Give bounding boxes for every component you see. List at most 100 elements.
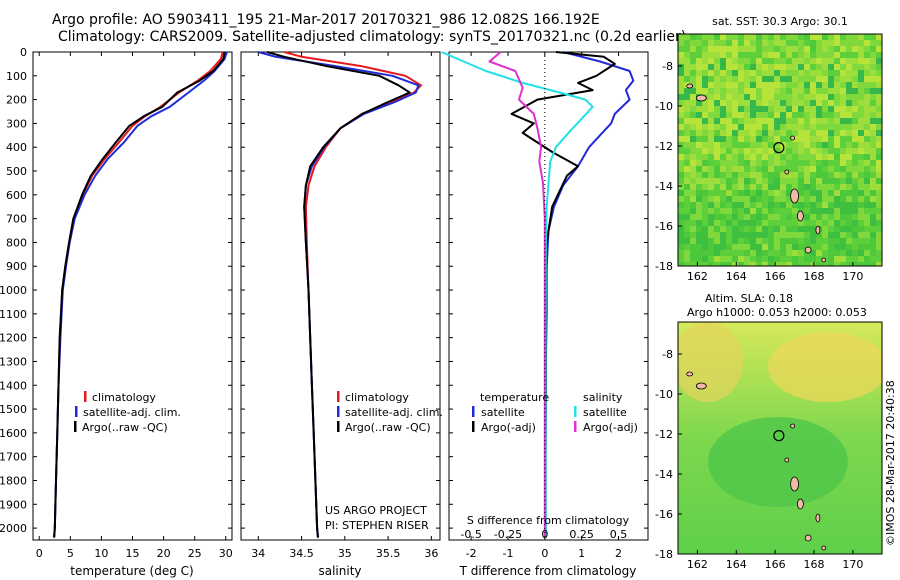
sst-cell <box>864 40 870 46</box>
sst-cell <box>816 52 822 58</box>
sst-cell <box>768 142 774 148</box>
sst-cell <box>678 196 684 202</box>
sst-cell <box>744 148 750 154</box>
sst-cell <box>708 160 714 166</box>
sst-cell <box>684 166 690 172</box>
legend-temperature-title: temperature <box>480 391 549 404</box>
sst-cell <box>690 118 696 124</box>
sst-cell <box>870 76 876 82</box>
sst-cell <box>840 250 846 256</box>
sst-cell <box>834 160 840 166</box>
sst-cell <box>786 88 792 94</box>
sst-cell <box>678 124 684 130</box>
sst-cell <box>750 238 756 244</box>
sst-cell <box>780 112 786 118</box>
sst-cell <box>738 184 744 190</box>
sst-cell <box>828 154 834 160</box>
s-diff-tick-label: -0.5 <box>460 528 481 541</box>
sst-cell <box>750 256 756 262</box>
sst-cell <box>702 148 708 154</box>
sst-cell <box>870 94 876 100</box>
sst-cell <box>768 244 774 250</box>
sla-map-title: Altim. SLA: 0.18 <box>705 292 793 305</box>
sst-cell <box>720 118 726 124</box>
sst-cell <box>786 226 792 232</box>
sst-cell <box>684 256 690 262</box>
sst-cell <box>840 166 846 172</box>
sst-cell <box>792 76 798 82</box>
sst-cell <box>822 154 828 160</box>
sst-cell <box>846 250 852 256</box>
sst-cell <box>876 94 882 100</box>
sst-cell <box>738 244 744 250</box>
sst-cell <box>684 202 690 208</box>
sst-cell <box>816 256 822 262</box>
sst-cell <box>762 112 768 118</box>
sst-cell <box>744 154 750 160</box>
sst-cell <box>852 82 858 88</box>
sst-cell <box>810 46 816 52</box>
sst-cell <box>750 214 756 220</box>
difference-legend: temperature satellite Argo(-adj) salinit… <box>472 391 638 434</box>
sst-cell <box>726 46 732 52</box>
sst-cell <box>822 226 828 232</box>
sst-cell <box>702 214 708 220</box>
sst-cell <box>792 154 798 160</box>
sst-cell <box>684 244 690 250</box>
sst-cell <box>786 244 792 250</box>
sst-cell <box>768 160 774 166</box>
sst-cell <box>846 124 852 130</box>
sst-cell <box>774 196 780 202</box>
sst-cell <box>720 226 726 232</box>
sst-cell <box>762 106 768 112</box>
sst-cell <box>768 40 774 46</box>
sst-cell <box>792 202 798 208</box>
sst-cell <box>678 46 684 52</box>
sst-cell <box>858 154 864 160</box>
sst-cell <box>696 208 702 214</box>
sst-cell <box>708 214 714 220</box>
sst-cell <box>876 262 882 266</box>
sst-cell <box>708 82 714 88</box>
sst-cell <box>684 172 690 178</box>
sst-cell <box>756 82 762 88</box>
sst-cell <box>684 208 690 214</box>
sst-cell <box>798 40 804 46</box>
sst-cell <box>762 58 768 64</box>
sst-cell <box>750 190 756 196</box>
sst-cell <box>786 148 792 154</box>
sst-cell <box>696 76 702 82</box>
sst-cell <box>804 70 810 76</box>
sst-cell <box>684 262 690 266</box>
sst-cell <box>864 220 870 226</box>
sst-cell <box>792 238 798 244</box>
sst-cell <box>786 238 792 244</box>
sst-cell <box>750 76 756 82</box>
sst-cell <box>708 46 714 52</box>
sst-cell <box>864 82 870 88</box>
sst-cell <box>822 64 828 70</box>
sst-cell <box>768 154 774 160</box>
sst-cell <box>786 64 792 70</box>
sst-cell <box>720 70 726 76</box>
sst-cell <box>810 184 816 190</box>
sst-cell <box>780 214 786 220</box>
sst-cell <box>744 178 750 184</box>
sst-cell <box>744 226 750 232</box>
sst-cell <box>702 112 708 118</box>
sst-cell <box>792 94 798 100</box>
sst-cell <box>720 124 726 130</box>
sst-cell <box>792 184 798 190</box>
sst-cell <box>810 76 816 82</box>
sst-cell <box>756 256 762 262</box>
salinity-plot: 34 34.5 35 35.5 36 <box>251 51 438 560</box>
sst-cell <box>792 226 798 232</box>
sst-cell <box>702 154 708 160</box>
sst-cell <box>870 226 876 232</box>
sst-cell <box>732 208 738 214</box>
series-line-temperature-satellite <box>544 51 635 538</box>
sst-cell <box>822 160 828 166</box>
sst-cell <box>786 52 792 58</box>
sst-cell <box>852 70 858 76</box>
sst-cell <box>732 160 738 166</box>
